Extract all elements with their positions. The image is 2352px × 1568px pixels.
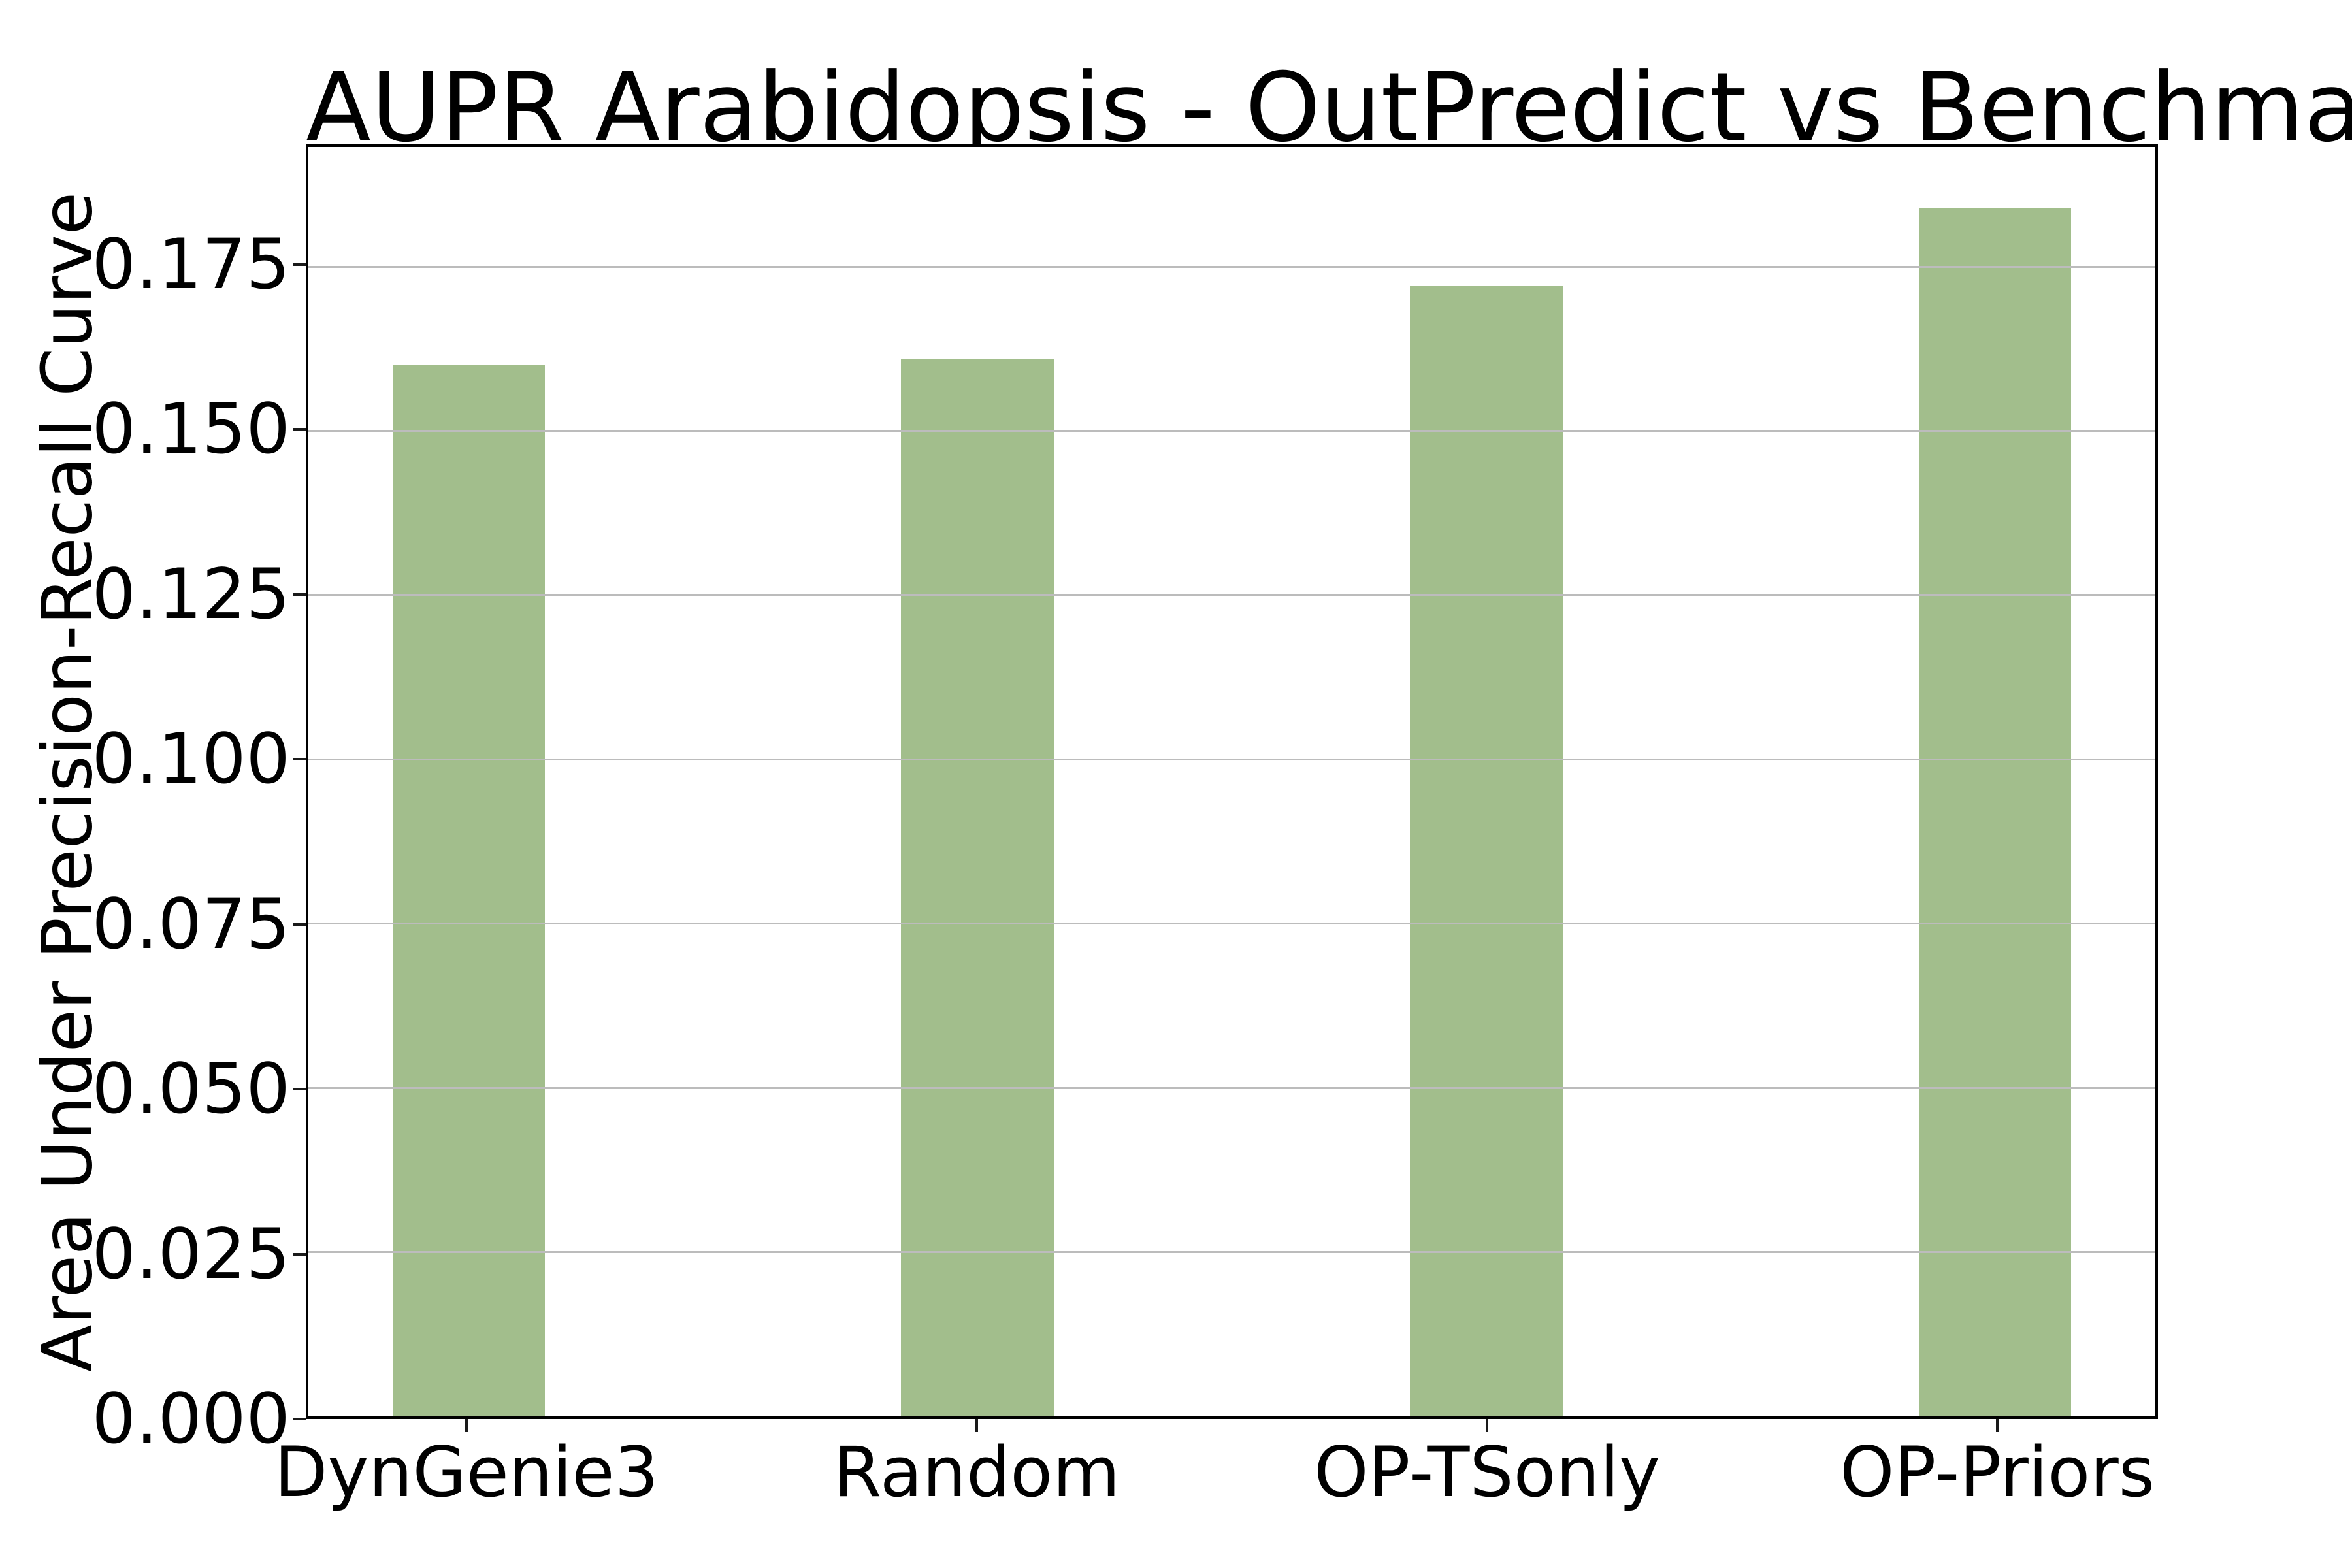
gridline-y-0.025 [308, 1251, 2155, 1254]
y-tick-label-0.000: 0.000 [91, 1379, 290, 1459]
x-tick-mark-Random [975, 1419, 978, 1432]
gridline-y-0.175 [308, 265, 2155, 268]
y-tick-mark-0.175 [293, 263, 306, 266]
x-tick-label-DynGenie3: DynGenie3 [274, 1432, 659, 1512]
y-tick-label-0.050: 0.050 [91, 1049, 290, 1130]
gridline-y-0.125 [308, 594, 2155, 596]
gridline-y-0.05 [308, 1086, 2155, 1089]
gridline-y-0.075 [308, 923, 2155, 925]
y-tick-mark-0.100 [293, 758, 306, 761]
x-tick-mark-OP-TSonly [1485, 1419, 1488, 1432]
y-tick-mark-0.050 [293, 1088, 306, 1091]
bar-DynGenie3 [392, 365, 546, 1416]
y-tick-mark-0.125 [293, 593, 306, 596]
chart-title: AUPR Arabidopsis - OutPredict vs Benchma… [306, 52, 2352, 163]
y-tick-label-0.125: 0.125 [91, 553, 290, 634]
bar-OP-Priors [1918, 207, 2072, 1416]
y-tick-mark-0.025 [293, 1252, 306, 1256]
gridline-y-0.15 [308, 429, 2155, 432]
y-tick-label-0.100: 0.100 [91, 719, 290, 800]
y-tick-label-0.025: 0.025 [91, 1213, 290, 1294]
y-tick-label-0.150: 0.150 [91, 389, 290, 470]
bar-OP-TSonly [1410, 286, 1563, 1416]
x-tick-mark-OP-Priors [1995, 1419, 1999, 1432]
x-tick-label-Random: Random [833, 1432, 1120, 1512]
y-tick-mark-0.075 [293, 923, 306, 926]
plot-area [306, 144, 2158, 1419]
x-tick-label-OP-Priors: OP-Priors [1839, 1432, 2155, 1512]
y-tick-mark-0.000 [293, 1418, 306, 1420]
bar-Random [901, 358, 1054, 1416]
y-tick-mark-0.150 [293, 428, 306, 431]
x-tick-label-OP-TSonly: OP-TSonly [1314, 1432, 1660, 1512]
x-tick-mark-DynGenie3 [465, 1419, 468, 1432]
y-tick-label-0.175: 0.175 [91, 223, 290, 304]
y-tick-label-0.075: 0.075 [91, 883, 290, 964]
gridline-y-0.1 [308, 758, 2155, 760]
